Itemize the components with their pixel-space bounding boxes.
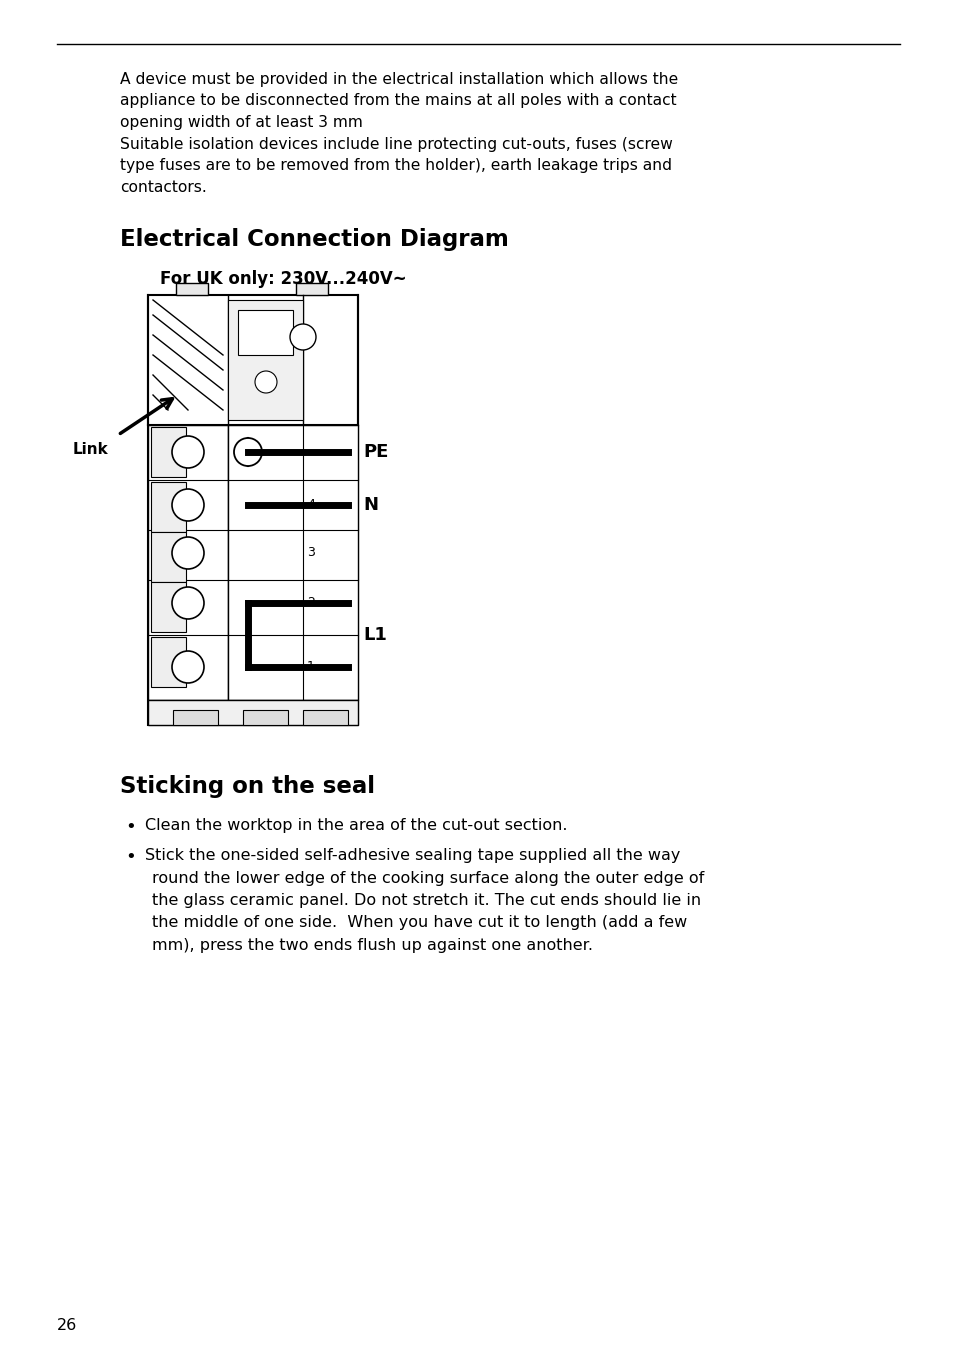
Bar xyxy=(295,283,328,295)
Bar xyxy=(151,637,186,687)
Text: A device must be provided in the electrical installation which allows the: A device must be provided in the electri… xyxy=(120,72,678,87)
Bar xyxy=(237,310,293,356)
Text: Suitable isolation devices include line protecting cut-outs, fuses (screw: Suitable isolation devices include line … xyxy=(120,137,672,151)
Circle shape xyxy=(172,489,204,521)
Circle shape xyxy=(290,324,315,350)
Text: •: • xyxy=(125,818,135,836)
Text: the middle of one side.  When you have cut it to length (add a few: the middle of one side. When you have cu… xyxy=(152,915,686,930)
Text: 4: 4 xyxy=(307,499,314,511)
Text: round the lower edge of the cooking surface along the outer edge of: round the lower edge of the cooking surf… xyxy=(152,871,703,886)
Bar xyxy=(151,483,186,531)
Text: •: • xyxy=(125,848,135,867)
Text: N: N xyxy=(363,496,377,514)
Circle shape xyxy=(233,438,262,466)
Text: PE: PE xyxy=(363,443,388,461)
Circle shape xyxy=(172,652,204,683)
Circle shape xyxy=(172,587,204,619)
Bar xyxy=(148,295,357,725)
Text: For UK only: 230V...240V~: For UK only: 230V...240V~ xyxy=(160,270,406,288)
Text: 1: 1 xyxy=(307,661,314,673)
Bar xyxy=(151,531,186,581)
Text: type fuses are to be removed from the holder), earth leakage trips and: type fuses are to be removed from the ho… xyxy=(120,158,671,173)
Circle shape xyxy=(172,537,204,569)
Bar xyxy=(151,427,186,477)
Text: Link: Link xyxy=(73,442,109,457)
Text: contactors.: contactors. xyxy=(120,180,207,195)
Bar xyxy=(148,700,357,725)
Text: the glass ceramic panel. Do not stretch it. The cut ends should lie in: the glass ceramic panel. Do not stretch … xyxy=(152,894,700,909)
Text: 2: 2 xyxy=(307,596,314,610)
Text: Electrical Connection Diagram: Electrical Connection Diagram xyxy=(120,228,508,251)
Text: Clean the worktop in the area of the cut-out section.: Clean the worktop in the area of the cut… xyxy=(145,818,567,833)
Bar xyxy=(148,425,228,700)
Text: opening width of at least 3 mm: opening width of at least 3 mm xyxy=(120,115,362,130)
Text: 3: 3 xyxy=(307,546,314,560)
Circle shape xyxy=(254,370,276,393)
Text: mm), press the two ends flush up against one another.: mm), press the two ends flush up against… xyxy=(152,938,593,953)
Circle shape xyxy=(172,435,204,468)
Bar xyxy=(243,710,288,725)
Bar xyxy=(228,300,303,420)
Bar xyxy=(172,710,218,725)
Bar xyxy=(303,710,348,725)
Text: 26: 26 xyxy=(57,1318,77,1333)
Bar xyxy=(228,425,357,700)
Text: Sticking on the seal: Sticking on the seal xyxy=(120,775,375,798)
Bar xyxy=(151,581,186,631)
Text: appliance to be disconnected from the mains at all poles with a contact: appliance to be disconnected from the ma… xyxy=(120,93,676,108)
Bar xyxy=(175,283,208,295)
Text: L1: L1 xyxy=(363,626,387,644)
Text: Stick the one-sided self-adhesive sealing tape supplied all the way: Stick the one-sided self-adhesive sealin… xyxy=(145,848,679,863)
